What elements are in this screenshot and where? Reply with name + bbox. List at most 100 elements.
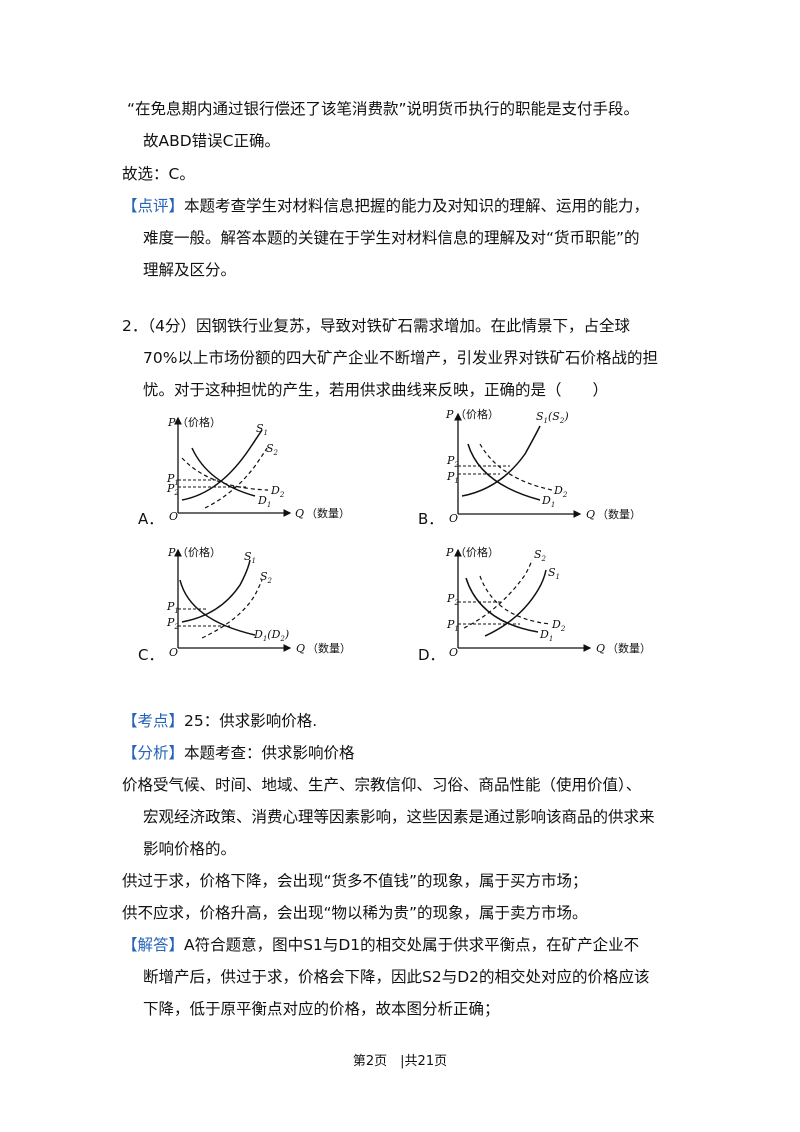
label-close: ) [563,410,568,423]
paragraph-line-3: 影响价格的。 [143,840,237,858]
label-d: D [257,494,267,507]
svg-text:S2: S2 [260,570,273,585]
label-p: P [166,482,175,495]
curve-s1 [484,569,547,637]
answer-line: 故选：C。 [122,165,195,183]
label-origin: O [169,510,178,523]
solution-tag: 【解答】 [122,936,185,954]
option-c: C． [138,646,164,664]
sub-1: 1 [544,417,548,425]
sub-2: 2 [273,449,279,457]
label-s: S [244,550,252,563]
graph-b: P （价格） S1(S2) D1 D2 P2 P1 O Q （数量） [440,404,660,526]
sub-1: 1 [267,501,271,509]
question-2-line-2: 70%以上市场份额的四大矿产企业不断增产，引发业界对铁矿石价格战的担 [143,349,658,367]
curve-s2 [201,579,263,639]
svg-text:D1: D1 [541,494,555,509]
svg-text:P1: P1 [446,618,459,633]
label-price: （价格） [455,545,499,559]
label-p: P [166,600,175,613]
svg-text:D2: D2 [553,484,568,499]
analysis-tag: 【分析】 [122,744,185,762]
sub-1: 1 [556,573,560,581]
label-origin: O [449,646,458,659]
curve-d2 [479,575,551,625]
analysis-line: 【分析】本题考查：供求影响价格 [122,743,355,763]
svg-text:S1: S1 [548,566,560,581]
label-q: Q [586,508,595,521]
label-p: P [167,416,176,429]
option-b: B． [418,510,444,528]
label-price: （价格） [177,545,221,559]
sub-1: 1 [551,501,555,509]
text-line-1: “在免息期内通过银行偿还了该笔消费款”说明货币执行的职能是支付手段。 [127,100,640,118]
graph-c: P （价格） S1 S2 D1(D2) P1 P2 O Q （数量） [160,540,375,662]
label-origin: O [449,512,458,525]
graph-a: P （价格） S1 S2 D1 D2 P1 P2 O Q （数量） [160,408,375,526]
svg-text:P1: P1 [166,472,179,487]
svg-text:P1: P1 [446,470,459,485]
option-d: D． [418,646,445,664]
sub-1: 1 [174,479,178,487]
svg-text:P2: P2 [446,454,459,469]
curve-d1 [191,447,256,497]
label-d: D [270,484,280,497]
curve-d1 [467,443,541,501]
sub-2: 2 [453,461,459,469]
sub-2: 2 [560,625,566,633]
label-p: P [167,546,176,559]
label-origin: O [169,646,178,659]
label-q: Q [296,642,305,655]
svg-text:D1: D1 [257,494,271,509]
label-s2-open: (S [548,410,560,423]
text-line-2: 故ABD错误C正确。 [143,132,280,150]
sub-1: 1 [252,557,256,565]
curve-d1 [465,577,539,633]
svg-text:D1(D2): D1(D2) [253,628,289,643]
svg-text:S1: S1 [244,550,256,565]
curve-d1-d2 [179,579,256,636]
sub-2: 2 [267,577,273,585]
sub-1: 1 [454,477,458,485]
svg-text:S2: S2 [534,548,547,563]
svg-text:D2: D2 [270,484,285,499]
curve-s1-s2 [461,425,541,497]
page-footer: 第2页 |共21页 [352,1054,448,1069]
sub-2: 2 [559,417,565,425]
label-quantity: （数量） [307,642,351,655]
knowledge-tag: 【考点】 [122,712,185,730]
curve-s2 [204,447,268,509]
label-d2-open: (D [267,628,280,641]
paragraph-line-4: 供过于求，价格下降，会出现“货多不值钱”的现象，属于买方市场； [122,872,588,890]
curve-d2 [479,443,553,491]
label-d: D [553,484,563,497]
comment-tag: 【点评】 [122,197,185,215]
svg-text:S1(S2): S1(S2) [536,410,569,425]
label-s: S [256,422,264,435]
label-s: S [548,566,556,579]
label-d: D [551,618,561,631]
svg-text:S1: S1 [256,422,268,437]
label-quantity: （数量） [306,507,350,520]
label-d: D [541,494,551,507]
sub-2: 2 [541,555,547,563]
sub-1: 1 [454,625,458,633]
comment-line-2: 难度一般。解答本题的关键在于学生对材料信息的理解及对“货币职能”的 [143,229,640,247]
sub-1: 1 [264,429,268,437]
sub-2: 2 [173,623,179,631]
comment-line-1: 【点评】本题考查学生对材料信息把握的能力及对知识的理解、运用的能力， [122,196,649,216]
svg-text:D2: D2 [551,618,566,633]
label-p: P [446,454,455,467]
solution-text: A符合题意，图中S1与D1的相交处属于供求平衡点，在矿产企业不 [184,936,640,954]
curve-s1 [181,429,263,501]
paragraph-line-5: 供不应求，价格升高，会出现“物以稀为贵”的现象，属于卖方市场。 [122,904,588,922]
knowledge-point: 【考点】25：供求影响价格. [122,711,317,731]
label-p: P [446,470,455,483]
svg-text:S2: S2 [266,442,279,457]
label-d: D [539,628,549,641]
sub-2: 2 [279,491,285,499]
label-q: Q [596,642,605,655]
label-s: S [534,548,542,561]
sub-1: 1 [549,635,553,643]
sub-2: 2 [453,599,459,607]
